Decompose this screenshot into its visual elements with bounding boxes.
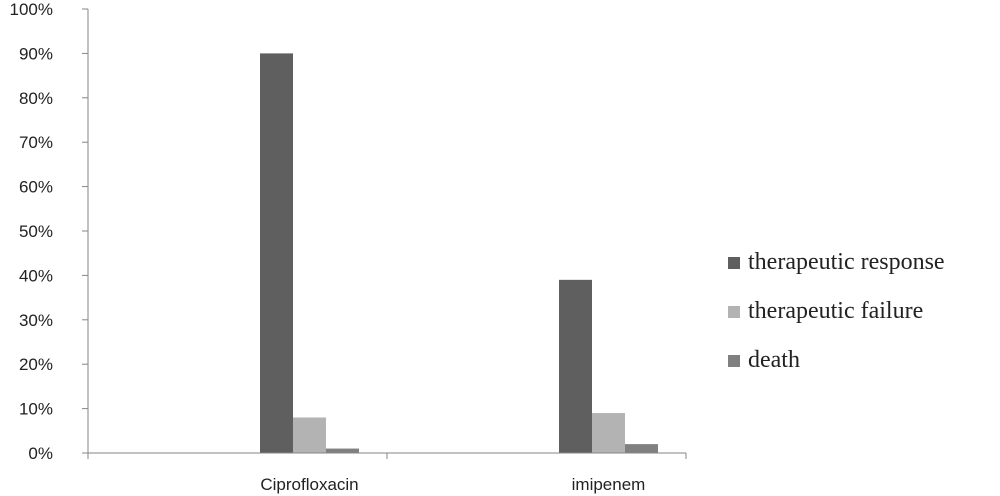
bar-therapeutic-response-imipenem xyxy=(559,279,592,453)
y-axis: 0% 10% 20% 30% 40% 50% 60% 70% 80% 90% 100% xyxy=(10,0,89,463)
bar-therapeutic-response-ciprofloxacin xyxy=(260,53,293,454)
legend: therapeutic response therapeutic failure d… xyxy=(728,249,945,373)
y-tick-label: 40% xyxy=(19,266,53,285)
legend-label: therapeutic failure xyxy=(748,298,923,324)
x-axis: Ciprofloxacin imipenem xyxy=(87,452,687,494)
y-tick-label: 0% xyxy=(28,444,53,463)
bar-death-imipenem xyxy=(625,444,658,453)
bars xyxy=(260,53,658,454)
legend-label: death xyxy=(748,347,800,373)
y-tick-label: 10% xyxy=(19,400,53,419)
legend-swatch xyxy=(728,257,740,269)
y-tick-label: 60% xyxy=(19,178,53,197)
legend-swatch xyxy=(728,306,740,318)
legend-label: therapeutic response xyxy=(748,249,945,275)
legend-swatch xyxy=(728,355,740,367)
bar-therapeutic-failure-imipenem xyxy=(592,413,625,453)
bar-death-ciprofloxacin xyxy=(326,448,359,453)
y-tick-label: 100% xyxy=(10,0,53,19)
y-tick-label: 80% xyxy=(19,89,53,108)
x-tick-label: Ciprofloxacin xyxy=(260,475,358,494)
y-tick-label: 70% xyxy=(19,133,53,152)
y-tick-label: 20% xyxy=(19,355,53,374)
x-tick-label: imipenem xyxy=(572,475,646,494)
bar-therapeutic-failure-ciprofloxacin xyxy=(293,417,326,453)
y-tick-label: 90% xyxy=(19,44,53,63)
y-tick-label: 30% xyxy=(19,311,53,330)
y-tick-label: 50% xyxy=(19,222,53,241)
